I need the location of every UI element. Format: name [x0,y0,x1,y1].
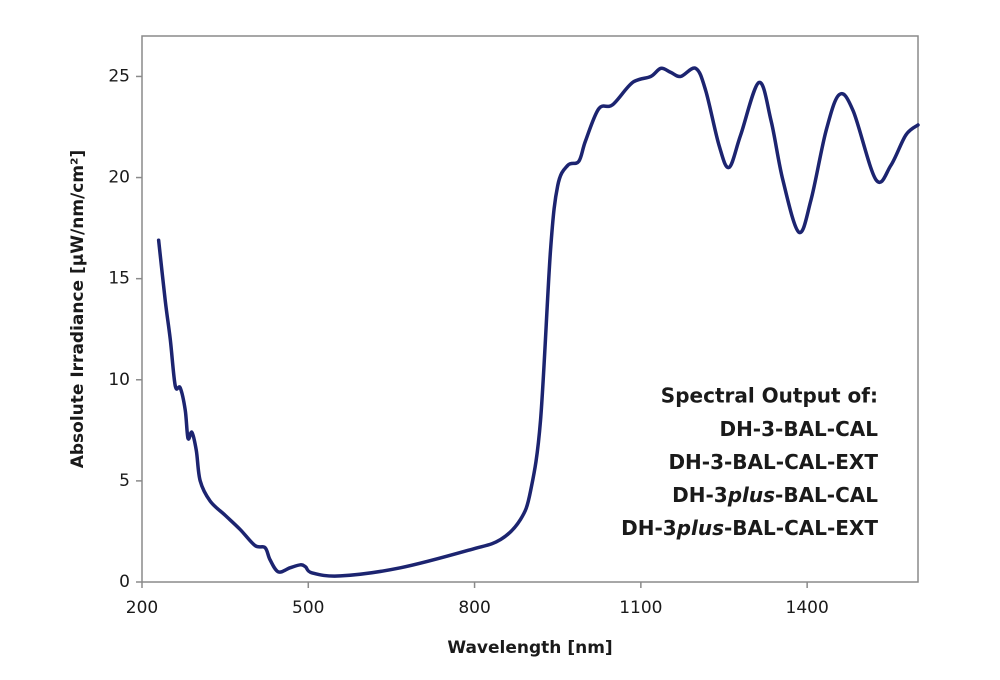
annotation-line: DH-3-BAL-CAL [719,417,878,441]
y-tick-label: 5 [119,471,130,491]
annotation-segment: DH-3 [621,516,677,540]
annotation-segment: DH-3-BAL-CAL [719,417,878,441]
x-tick-label: 800 [458,598,490,618]
y-axis-label: Absolute Irradiance [µW/nm/cm²] [68,150,88,469]
annotation-line: DH-3-BAL-CAL-EXT [668,450,878,474]
annotation-line: DH-3plus-BAL-CAL [672,483,878,507]
annotation-segment: -BAL-CAL [775,483,878,507]
y-tick-label: 10 [108,370,130,390]
x-tick-label: 500 [292,598,324,618]
annotation-segment: DH-3 [672,483,728,507]
annotation-segment: plus [676,516,724,540]
annotation-segment: -BAL-CAL-EXT [724,516,878,540]
x-tick-label: 1100 [619,598,662,618]
annotation-segment: DH-3-BAL-CAL-EXT [668,450,878,474]
x-axis-label: Wavelength [nm] [447,638,612,658]
annotation-segment: plus [727,483,775,507]
x-tick-label: 1400 [786,598,829,618]
y-tick-label: 20 [108,168,130,188]
spectrum-line [156,66,920,578]
annotation-title: Spectral Output of: [661,384,878,408]
y-tick-label: 25 [108,66,130,86]
y-tick-label: 15 [108,269,130,289]
annotation-line: DH-3plus-BAL-CAL-EXT [621,516,878,540]
x-tick-label: 200 [126,598,158,618]
plot-frame [141,35,919,583]
y-tick-label: 0 [119,572,130,592]
